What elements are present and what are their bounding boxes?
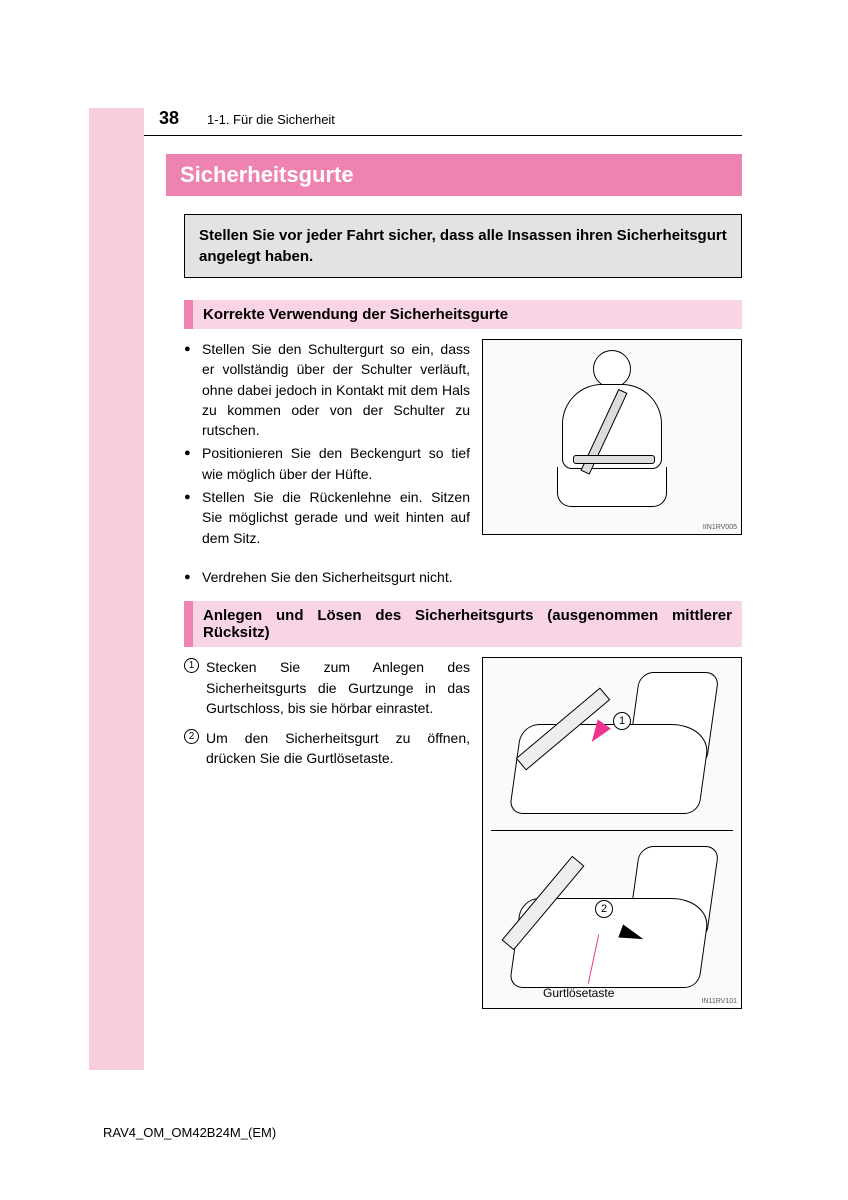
side-tab bbox=[89, 108, 144, 1070]
bullet-text: Stellen Sie die Rückenlehne ein. Sitzen … bbox=[202, 489, 470, 546]
figure-1-code: IIN1RV005 bbox=[703, 524, 737, 531]
figure-2-panel-top: 1 bbox=[495, 664, 731, 824]
bullet-item: Positionieren Sie den Beckengurt so tief… bbox=[184, 443, 470, 484]
page-header: 38 1-1. Für die Sicherheit bbox=[144, 108, 742, 135]
subsection-1-extra: Verdrehen Sie den Sicherheitsgurt nicht. bbox=[184, 567, 742, 587]
step-item: 2 Um den Sicherheitsgurt zu öffnen, drüc… bbox=[184, 728, 470, 769]
subsection-2-title: Anlegen und Lösen des Sicherheitsgurts (… bbox=[184, 601, 742, 647]
bullet-list: Stellen Sie den Schultergurt so ein, das… bbox=[184, 339, 470, 548]
subsection-1-body: Stellen Sie den Schultergurt so ein, das… bbox=[184, 339, 742, 551]
subsection-2-label: Anlegen und Lösen des Sicherheitsgurts (… bbox=[203, 607, 732, 641]
footer-doc-code: RAV4_OM_OM42B24M_(EM) bbox=[103, 1125, 276, 1140]
page-title: Sicherheitsgurte bbox=[180, 162, 354, 187]
step-item: 1 Stecken Sie zum Anlegen des Sicherheit… bbox=[184, 657, 470, 718]
page-title-bar: Sicherheitsgurte bbox=[166, 154, 742, 196]
bullet-text: Positionieren Sie den Beckengurt so tief… bbox=[202, 445, 470, 481]
step-text: Stecken Sie zum Anlegen des Sicherheitsg… bbox=[206, 659, 470, 716]
figure-2: 1 2 Gurtlösetaste IN11RV101 bbox=[482, 657, 742, 1009]
bullet-item: Stellen Sie die Rückenlehne ein. Sitzen … bbox=[184, 487, 470, 548]
subsection-2-body: 1 Stecken Sie zum Anlegen des Sicherheit… bbox=[184, 657, 742, 1009]
figure-divider bbox=[491, 830, 733, 831]
subsection-2-text: 1 Stecken Sie zum Anlegen des Sicherheit… bbox=[184, 657, 470, 1009]
subsection-1-title: Korrekte Verwendung der Sicherheitsgurte bbox=[184, 300, 742, 329]
intro-box: Stellen Sie vor jeder Fahrt sicher, dass… bbox=[184, 214, 742, 278]
page-content: 38 1-1. Für die Sicherheit Sicherheitsgu… bbox=[144, 108, 742, 1025]
release-button-label: Gurtlösetaste bbox=[543, 986, 614, 1000]
step-number: 2 bbox=[184, 729, 199, 744]
bullet-text: Stellen Sie den Schultergurt so ein, das… bbox=[202, 341, 470, 438]
figure-2-code: IN11RV101 bbox=[701, 998, 737, 1005]
figure-1: IIN1RV005 bbox=[482, 339, 742, 535]
section-path: 1-1. Für die Sicherheit bbox=[207, 112, 335, 127]
page-number: 38 bbox=[159, 108, 179, 129]
subsection-1-label: Korrekte Verwendung der Sicherheitsgurte bbox=[203, 306, 508, 323]
subsection-1-text: Stellen Sie den Schultergurt so ein, das… bbox=[184, 339, 470, 551]
step-number: 1 bbox=[184, 658, 199, 673]
person-illustration bbox=[542, 350, 682, 520]
bullet-item: Stellen Sie den Schultergurt so ein, das… bbox=[184, 339, 470, 440]
intro-text: Stellen Sie vor jeder Fahrt sicher, dass… bbox=[199, 227, 727, 265]
numbered-list: 1 Stecken Sie zum Anlegen des Sicherheit… bbox=[184, 657, 470, 768]
step-text: Um den Sicherheitsgurt zu öffnen, drücke… bbox=[206, 730, 470, 766]
bullet-text: Verdrehen Sie den Sicherheitsgurt nicht. bbox=[202, 569, 453, 585]
figure-2-panel-bottom: 2 bbox=[495, 838, 731, 998]
bullet-item: Verdrehen Sie den Sicherheitsgurt nicht. bbox=[184, 567, 742, 587]
header-rule bbox=[144, 135, 742, 136]
